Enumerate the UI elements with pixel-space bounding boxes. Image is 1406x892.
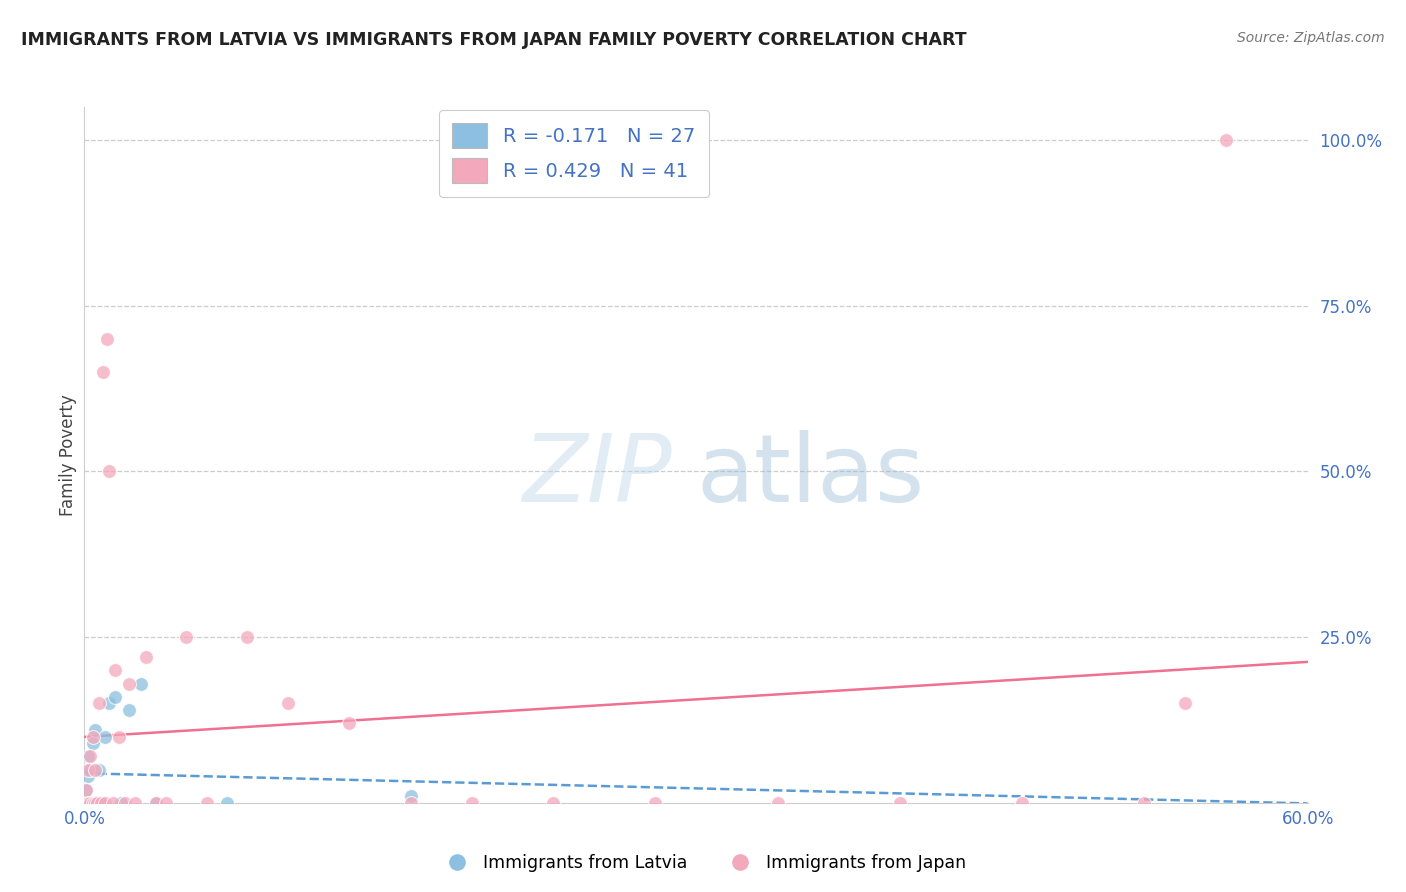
Point bbox=[97, 465, 120, 479]
Point bbox=[83, 796, 105, 810]
Y-axis label: Family Poverty: Family Poverty bbox=[59, 394, 77, 516]
Point bbox=[118, 676, 141, 690]
Point bbox=[91, 365, 114, 379]
Point bbox=[195, 796, 218, 810]
Point bbox=[77, 749, 100, 764]
Point bbox=[79, 796, 101, 810]
Point bbox=[145, 796, 167, 810]
Point bbox=[87, 763, 110, 777]
Legend: R = -0.171   N = 27, R = 0.429   N = 41: R = -0.171 N = 27, R = 0.429 N = 41 bbox=[439, 110, 709, 197]
Point bbox=[543, 796, 565, 810]
Point bbox=[339, 716, 361, 731]
Point bbox=[108, 730, 131, 744]
Point bbox=[104, 663, 127, 677]
Point bbox=[1174, 697, 1197, 711]
Point bbox=[1133, 796, 1156, 810]
Point bbox=[145, 796, 167, 810]
Point bbox=[135, 650, 157, 665]
Point bbox=[75, 796, 97, 810]
Text: Source: ZipAtlas.com: Source: ZipAtlas.com bbox=[1237, 31, 1385, 45]
Point bbox=[131, 676, 153, 690]
Point bbox=[97, 697, 120, 711]
Text: atlas: atlas bbox=[696, 430, 924, 522]
Point bbox=[93, 796, 117, 810]
Point bbox=[77, 763, 100, 777]
Point bbox=[82, 730, 104, 744]
Point bbox=[155, 796, 177, 810]
Point bbox=[75, 796, 97, 810]
Point bbox=[77, 796, 100, 810]
Point bbox=[75, 796, 97, 810]
Point bbox=[104, 690, 127, 704]
Point bbox=[77, 769, 100, 783]
Point bbox=[176, 630, 198, 644]
Point bbox=[93, 730, 117, 744]
Point bbox=[79, 763, 101, 777]
Text: ZIP: ZIP bbox=[522, 430, 672, 521]
Point bbox=[889, 796, 911, 810]
Legend: Immigrants from Latvia, Immigrants from Japan: Immigrants from Latvia, Immigrants from … bbox=[433, 847, 973, 879]
Point bbox=[277, 697, 299, 711]
Point bbox=[101, 796, 124, 810]
Point bbox=[77, 796, 100, 810]
Text: IMMIGRANTS FROM LATVIA VS IMMIGRANTS FROM JAPAN FAMILY POVERTY CORRELATION CHART: IMMIGRANTS FROM LATVIA VS IMMIGRANTS FRO… bbox=[21, 31, 967, 49]
Point bbox=[96, 332, 118, 346]
Point bbox=[86, 796, 108, 810]
Point bbox=[86, 796, 108, 810]
Point bbox=[79, 749, 101, 764]
Point bbox=[79, 796, 101, 810]
Point bbox=[75, 782, 97, 797]
Point bbox=[75, 796, 97, 810]
Point bbox=[83, 723, 105, 737]
Point bbox=[77, 796, 100, 810]
Point bbox=[79, 796, 101, 810]
Point bbox=[118, 703, 141, 717]
Point bbox=[461, 796, 484, 810]
Point bbox=[90, 796, 112, 810]
Point bbox=[399, 796, 422, 810]
Point bbox=[124, 796, 146, 810]
Point bbox=[399, 789, 422, 804]
Point bbox=[82, 796, 104, 810]
Point bbox=[766, 796, 789, 810]
Point bbox=[114, 796, 136, 810]
Point bbox=[1011, 796, 1033, 810]
Point bbox=[75, 782, 97, 797]
Point bbox=[236, 630, 259, 644]
Point bbox=[83, 763, 105, 777]
Point bbox=[644, 796, 666, 810]
Point bbox=[1215, 133, 1237, 147]
Point bbox=[110, 796, 132, 810]
Point bbox=[82, 736, 104, 750]
Point bbox=[82, 796, 104, 810]
Point bbox=[90, 796, 112, 810]
Point bbox=[217, 796, 239, 810]
Point bbox=[87, 697, 110, 711]
Point bbox=[83, 796, 105, 810]
